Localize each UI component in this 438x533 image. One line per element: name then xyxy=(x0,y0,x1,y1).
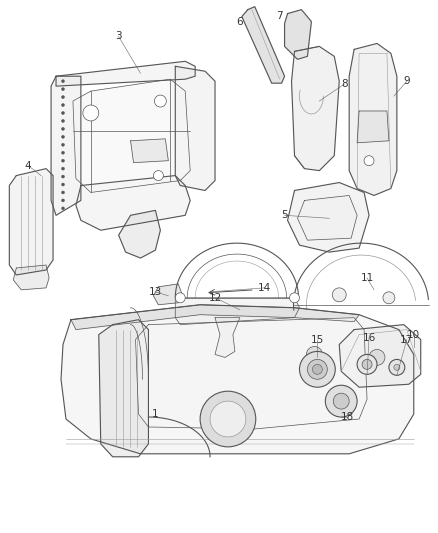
Circle shape xyxy=(200,391,256,447)
Polygon shape xyxy=(329,395,335,407)
Polygon shape xyxy=(61,305,414,454)
Circle shape xyxy=(312,365,322,374)
Circle shape xyxy=(61,183,64,186)
Polygon shape xyxy=(297,196,357,240)
Circle shape xyxy=(332,288,346,302)
Circle shape xyxy=(61,87,64,91)
Polygon shape xyxy=(76,175,190,230)
Circle shape xyxy=(61,159,64,162)
Circle shape xyxy=(61,127,64,131)
Circle shape xyxy=(153,171,163,181)
Circle shape xyxy=(290,293,300,303)
Text: 15: 15 xyxy=(311,335,324,344)
Polygon shape xyxy=(51,76,81,215)
Circle shape xyxy=(394,365,400,370)
Polygon shape xyxy=(13,265,49,290)
Polygon shape xyxy=(99,320,148,457)
Polygon shape xyxy=(135,318,367,429)
Polygon shape xyxy=(285,10,311,59)
Polygon shape xyxy=(175,66,215,190)
Circle shape xyxy=(61,103,64,107)
Text: 9: 9 xyxy=(403,76,410,86)
Text: 18: 18 xyxy=(341,412,354,422)
Polygon shape xyxy=(71,305,359,329)
Circle shape xyxy=(61,80,64,83)
Text: 16: 16 xyxy=(362,333,376,343)
Circle shape xyxy=(61,143,64,146)
Polygon shape xyxy=(73,79,190,192)
Text: 5: 5 xyxy=(281,211,288,220)
Circle shape xyxy=(61,167,64,170)
Circle shape xyxy=(383,292,395,304)
Polygon shape xyxy=(119,211,160,258)
Polygon shape xyxy=(357,111,389,143)
Polygon shape xyxy=(242,6,285,83)
Circle shape xyxy=(357,354,377,374)
Text: 11: 11 xyxy=(360,273,374,283)
Circle shape xyxy=(175,293,185,303)
Circle shape xyxy=(61,151,64,154)
Text: 12: 12 xyxy=(208,293,222,303)
Polygon shape xyxy=(175,298,300,325)
Circle shape xyxy=(369,350,385,365)
Polygon shape xyxy=(9,168,53,275)
Circle shape xyxy=(210,401,246,437)
Circle shape xyxy=(307,359,327,379)
Polygon shape xyxy=(56,61,195,86)
Polygon shape xyxy=(215,318,240,358)
Text: 17: 17 xyxy=(400,335,413,344)
Circle shape xyxy=(362,359,372,369)
Polygon shape xyxy=(339,325,421,387)
Circle shape xyxy=(333,393,349,409)
Circle shape xyxy=(61,111,64,115)
Polygon shape xyxy=(292,46,339,171)
Circle shape xyxy=(364,156,374,166)
Polygon shape xyxy=(131,139,168,163)
Circle shape xyxy=(83,105,99,121)
Circle shape xyxy=(61,135,64,139)
Polygon shape xyxy=(288,182,369,252)
Circle shape xyxy=(61,207,64,210)
Circle shape xyxy=(61,191,64,194)
Circle shape xyxy=(61,119,64,123)
Text: 10: 10 xyxy=(407,329,420,340)
Text: 3: 3 xyxy=(115,31,122,42)
Text: 14: 14 xyxy=(258,283,271,293)
Text: 1: 1 xyxy=(152,409,159,419)
Text: 8: 8 xyxy=(341,79,347,89)
Text: 6: 6 xyxy=(237,17,243,27)
Circle shape xyxy=(61,95,64,99)
Polygon shape xyxy=(349,43,397,196)
Circle shape xyxy=(307,346,322,362)
Circle shape xyxy=(61,199,64,202)
Circle shape xyxy=(389,359,405,375)
Text: 13: 13 xyxy=(149,287,162,297)
Polygon shape xyxy=(153,284,182,305)
Text: 7: 7 xyxy=(276,11,283,21)
Circle shape xyxy=(325,385,357,417)
Circle shape xyxy=(300,351,335,387)
Text: 4: 4 xyxy=(25,160,32,171)
Circle shape xyxy=(155,95,166,107)
Circle shape xyxy=(61,175,64,178)
